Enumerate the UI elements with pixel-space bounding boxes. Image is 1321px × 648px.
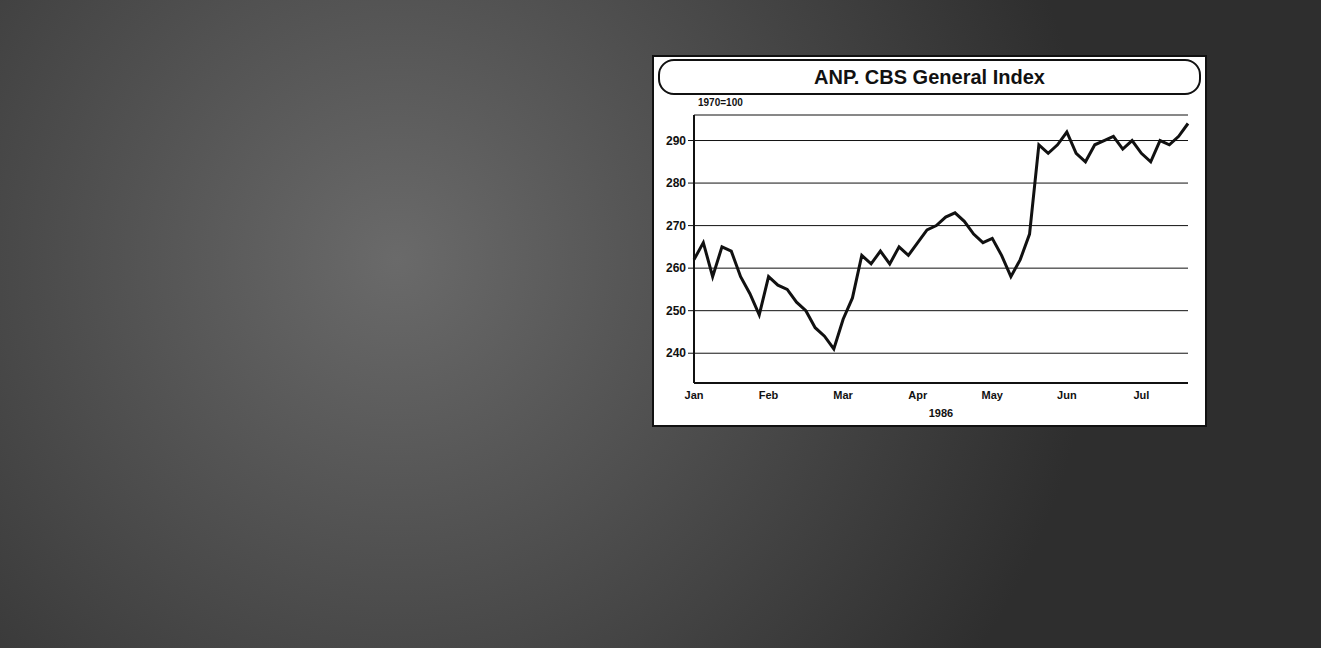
svg-text:280: 280 xyxy=(666,176,686,190)
svg-text:Mar: Mar xyxy=(833,389,853,401)
svg-text:250: 250 xyxy=(666,304,686,318)
svg-text:290: 290 xyxy=(666,134,686,148)
svg-text:Feb: Feb xyxy=(759,389,779,401)
svg-text:1986: 1986 xyxy=(929,407,953,419)
svg-text:270: 270 xyxy=(666,219,686,233)
svg-text:240: 240 xyxy=(666,346,686,360)
svg-text:Jan: Jan xyxy=(685,389,704,401)
svg-text:260: 260 xyxy=(666,261,686,275)
svg-text:May: May xyxy=(982,389,1004,401)
svg-text:Jul: Jul xyxy=(1133,389,1149,401)
svg-text:Jun: Jun xyxy=(1057,389,1077,401)
html-text:ANP. CBS General Index: ANP. CBS General Index xyxy=(814,65,1045,88)
svg-text:Apr: Apr xyxy=(908,389,928,401)
html-text:1970=100: 1970=100 xyxy=(698,97,743,108)
